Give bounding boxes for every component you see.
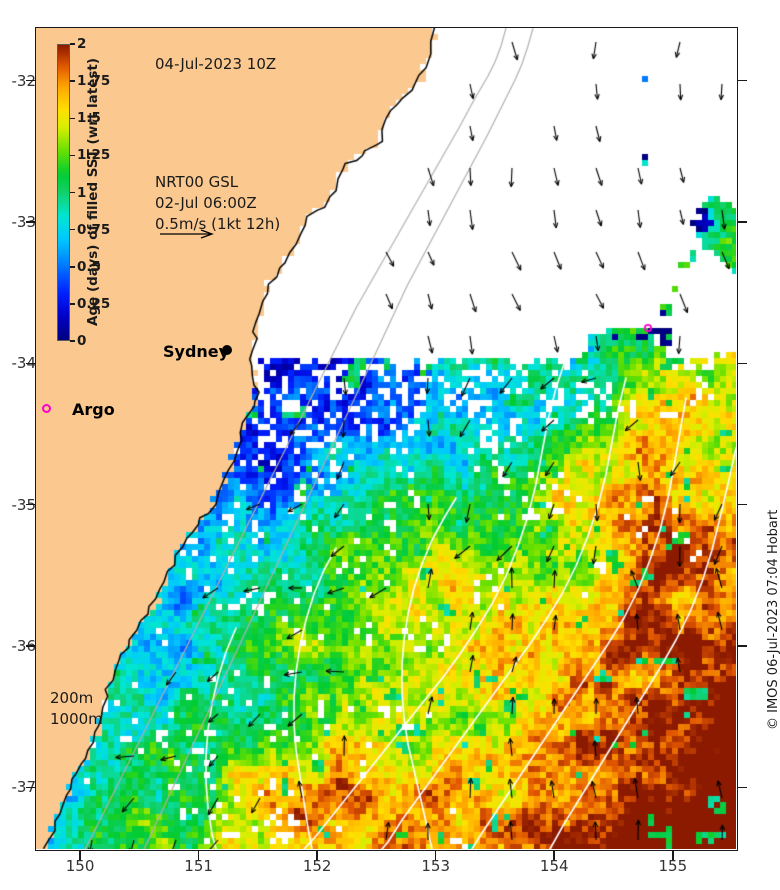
colorbar-tick-label: 0.25 xyxy=(77,295,111,312)
y-axis-tick-mark-right xyxy=(738,645,747,647)
colorbar-tick-mark xyxy=(70,266,75,268)
y-axis-tick-mark xyxy=(26,503,35,506)
x-axis-tick-label: 154 xyxy=(539,857,569,875)
y-axis-tick-label: -35 xyxy=(11,495,37,514)
city-label-sydney: Sydney xyxy=(163,342,230,361)
x-axis-tick-label: 151 xyxy=(184,857,213,875)
y-axis-tick-label: -32 xyxy=(11,71,37,90)
colorbar-tick-label: 1.75 xyxy=(77,73,111,90)
colorbar-tick-label: 1 xyxy=(77,184,87,201)
colorbar-tick-label: 0.5 xyxy=(77,258,101,275)
colorbar-tick-label: 2 xyxy=(77,36,87,52)
argo-marker-icon xyxy=(42,404,51,413)
colorbar-title: Age (days) of filled SST (wrt latest) xyxy=(85,57,101,327)
copyright-label: © IMOS 06-Jul-2023 07:04 Hobart xyxy=(766,509,780,730)
depth-label-1000m: 1000m xyxy=(50,710,103,728)
source-product-label: NRT00 GSL xyxy=(155,173,239,191)
y-axis-tick-mark xyxy=(26,645,35,647)
colorbar-tick-label: 1.25 xyxy=(77,147,111,164)
y-axis-tick-mark xyxy=(26,221,35,223)
source-info-block: NRT00 GSL 02-Jul 06:00Z 0.5m/s (1kt 12h) xyxy=(155,172,280,235)
legend-label-argo: Argo xyxy=(72,400,115,419)
y-axis-tick-mark-right xyxy=(738,221,747,223)
colorbar xyxy=(57,44,70,341)
x-axis-tick-mark xyxy=(553,851,555,860)
y-axis-tick-mark-right xyxy=(738,786,747,789)
colorbar-tick-label: 1.5 xyxy=(77,110,101,127)
y-axis-tick-label: -36 xyxy=(11,637,37,656)
vector-scale-label: 0.5m/s (1kt 12h) xyxy=(155,215,281,233)
x-axis-tick-label: 153 xyxy=(421,857,451,875)
colorbar-tick-mark xyxy=(70,340,75,342)
x-axis-tick-label: 155 xyxy=(658,857,688,875)
x-axis-tick-label: 152 xyxy=(302,857,332,875)
colorbar-tick-mark xyxy=(70,43,75,45)
x-axis-tick-mark xyxy=(316,851,318,860)
colorbar-tick-label: 0 xyxy=(77,333,87,349)
source-datetime-label: 02-Jul 06:00Z xyxy=(155,194,257,212)
colorbar-tick-mark xyxy=(70,80,75,82)
colorbar-tick-mark xyxy=(70,228,75,231)
x-axis-tick-mark xyxy=(672,851,674,860)
colorbar-tick-mark xyxy=(70,191,75,194)
bathymetry-depth-labels: 200m 1000m xyxy=(50,688,103,730)
colorbar-tick-mark xyxy=(70,303,75,305)
y-axis-tick-mark-right xyxy=(738,79,747,82)
map-plot-area[interactable] xyxy=(35,27,738,851)
depth-label-200m: 200m xyxy=(50,689,94,707)
y-axis-tick-mark-right xyxy=(738,362,747,365)
y-axis-tick-label: -33 xyxy=(11,213,37,232)
y-axis-tick-mark xyxy=(26,362,35,365)
x-axis-tick-mark xyxy=(434,851,437,860)
city-marker-sydney xyxy=(222,345,232,355)
x-axis-tick-mark xyxy=(79,851,81,860)
y-axis-tick-mark xyxy=(26,786,35,789)
map-overlay-canvas xyxy=(36,28,736,849)
y-axis-tick-mark xyxy=(26,79,35,82)
x-axis-tick-label: 150 xyxy=(65,857,95,875)
colorbar-tick-mark xyxy=(70,154,75,157)
y-axis-tick-label: -37 xyxy=(11,778,37,797)
x-axis-tick-mark xyxy=(197,851,200,860)
y-axis-tick-label: -34 xyxy=(11,354,37,373)
y-axis-tick-mark-right xyxy=(738,503,747,506)
timestamp-label: 04-Jul-2023 10Z xyxy=(155,55,277,73)
colorbar-tick-mark xyxy=(70,117,75,119)
colorbar-tick-label: 0.75 xyxy=(77,221,111,238)
vector-scale-arrow-icon xyxy=(160,229,214,239)
